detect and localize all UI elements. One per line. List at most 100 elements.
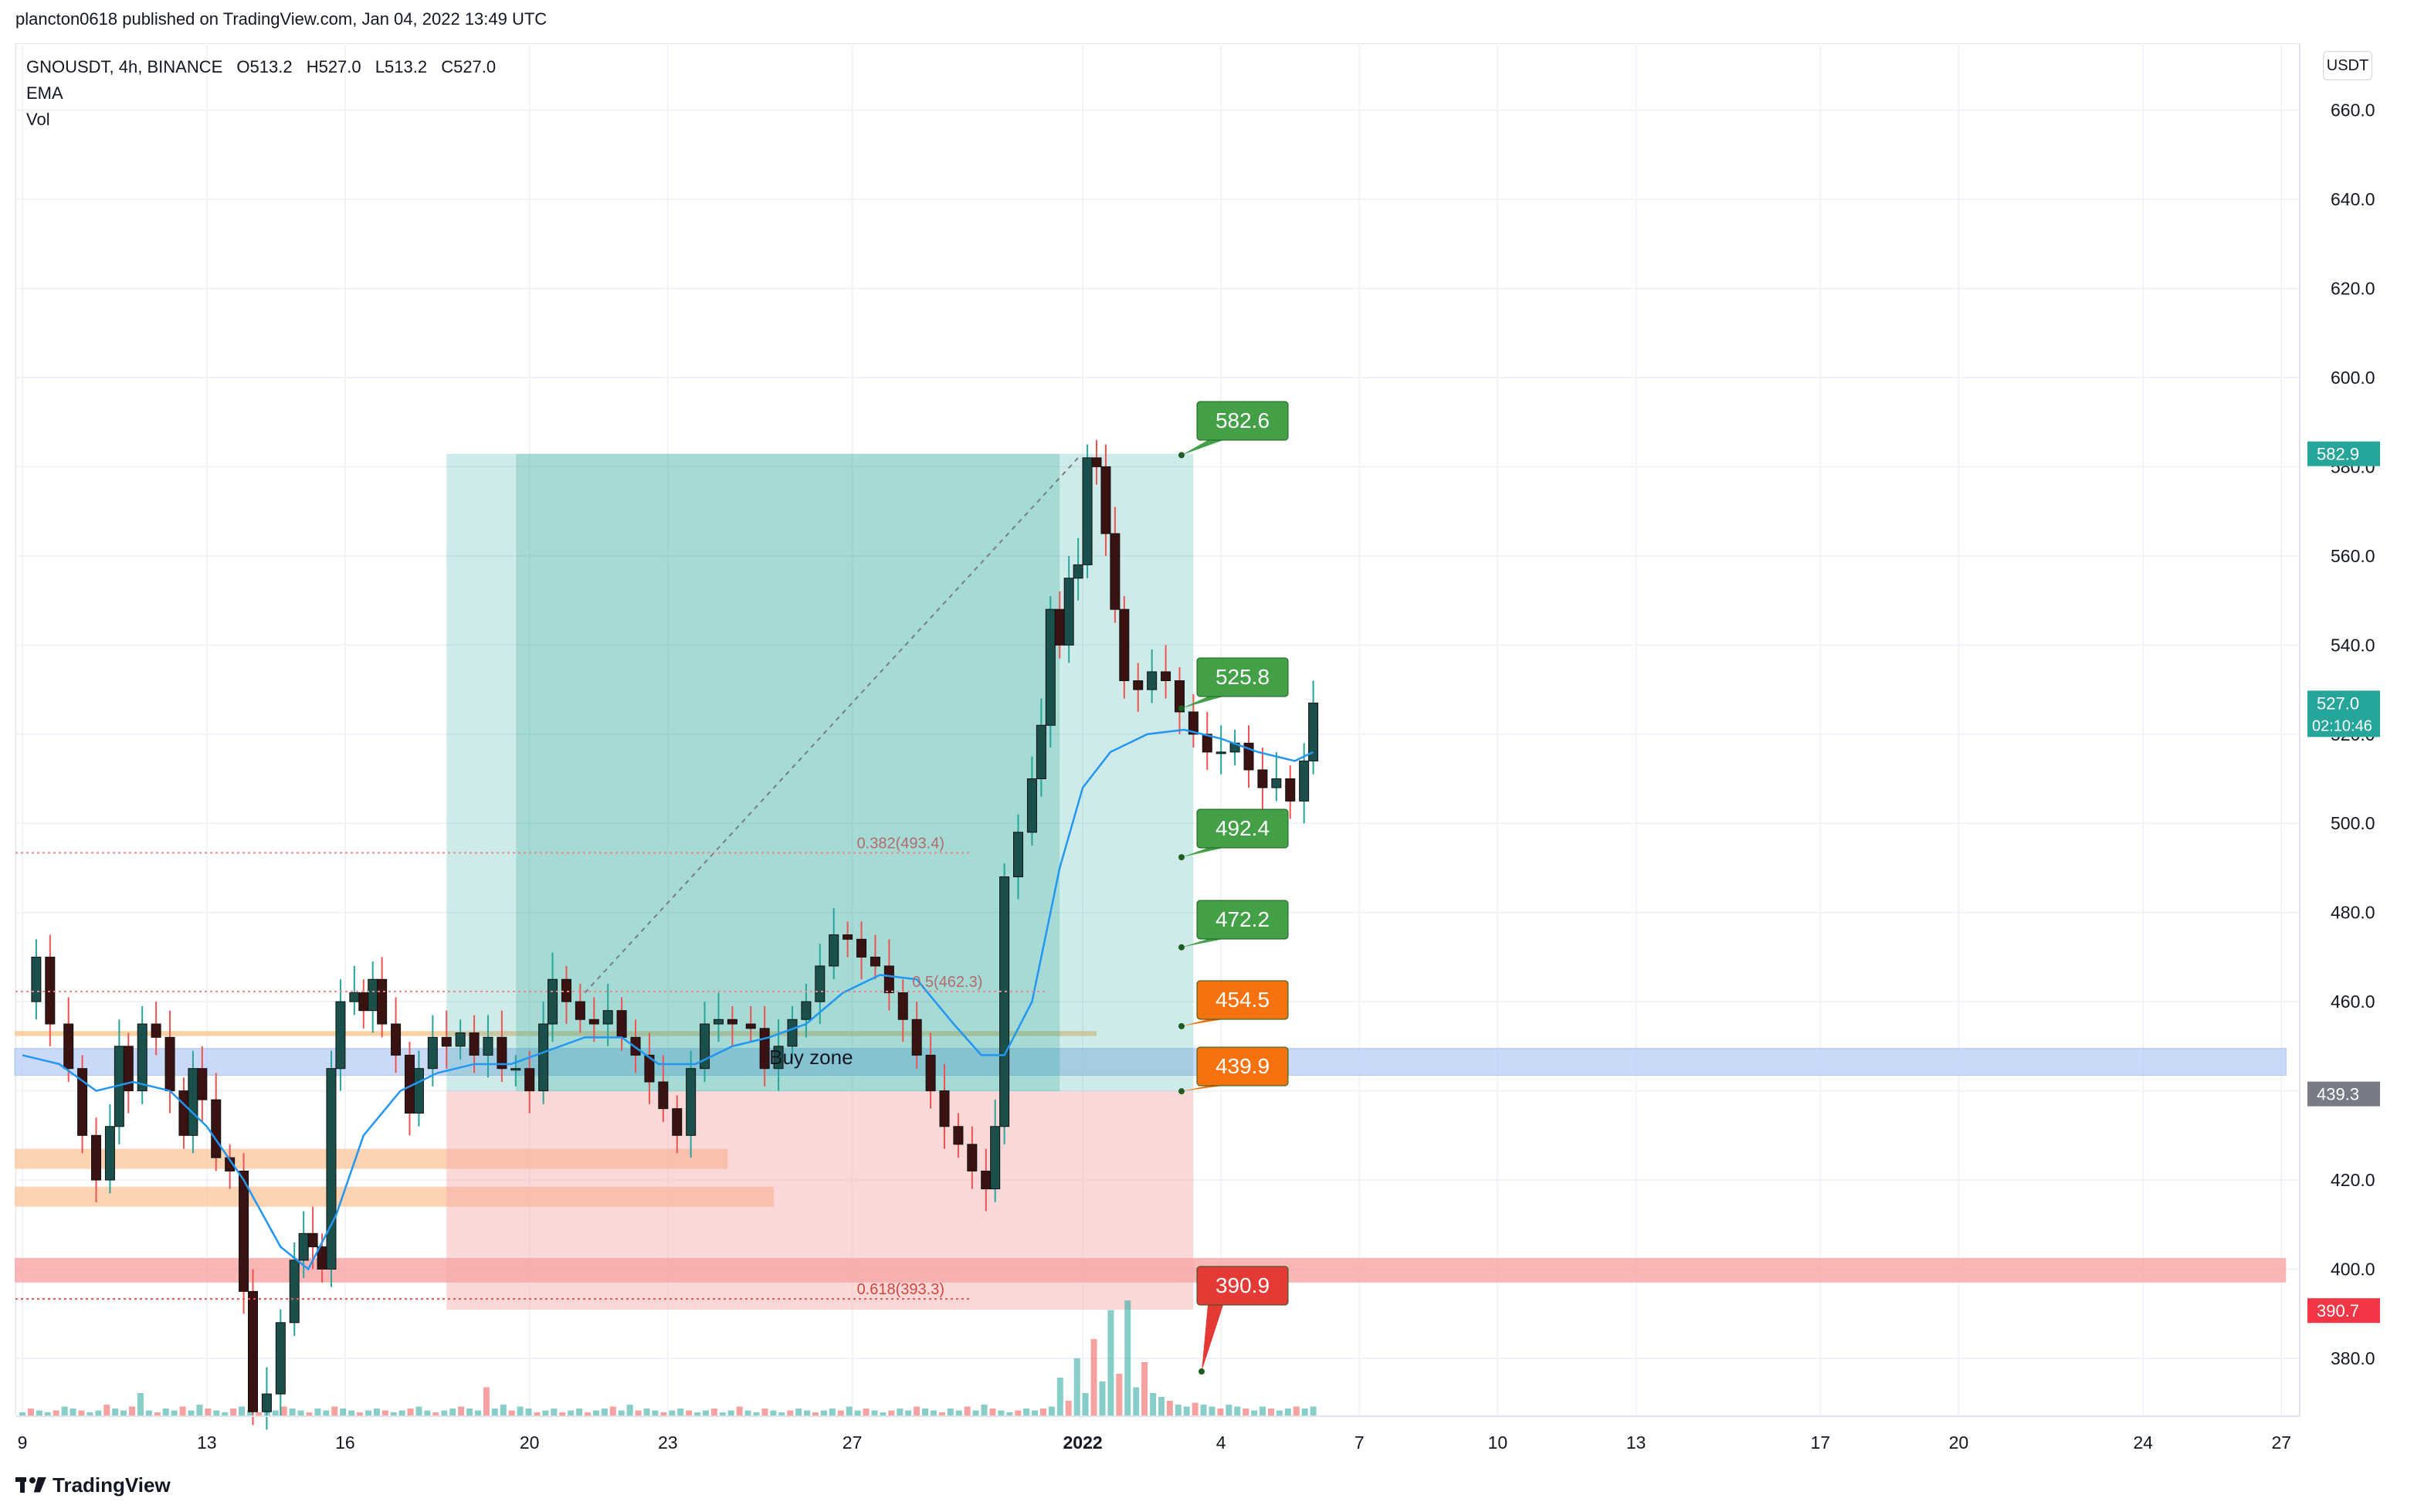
volume-bar	[702, 1410, 709, 1416]
volume-bar	[1039, 1409, 1046, 1416]
volume-bar	[727, 1410, 734, 1416]
volume-bar	[483, 1387, 490, 1416]
candle-up	[31, 956, 42, 1002]
price-tick-label: 560.0	[2331, 546, 2375, 566]
candle-down	[1119, 609, 1130, 681]
candle-down	[1161, 671, 1171, 681]
tradingview-logo-icon	[15, 1476, 46, 1494]
candle-down	[524, 1068, 535, 1092]
volume-bar	[323, 1410, 330, 1416]
price-tag-value: 582.9	[2317, 445, 2359, 464]
price-callouts[interactable]: 582.6 525.8 492.4 472.2 454.5 439.9 390.9	[1178, 401, 1289, 1375]
candle-up	[368, 978, 378, 1012]
volume-bar	[820, 1410, 827, 1416]
position-stop-box	[446, 1091, 1194, 1310]
callout-pointer	[1182, 697, 1223, 709]
callout-anchor	[1178, 452, 1185, 459]
volume-bar	[1267, 1409, 1274, 1416]
candle-up	[455, 1032, 466, 1047]
candle-down	[1188, 711, 1199, 735]
candle-down	[151, 1023, 161, 1038]
volume-bar	[1082, 1393, 1089, 1416]
price-tag-value: 527.0	[2317, 693, 2359, 713]
candle-down	[745, 1023, 756, 1029]
candle-up	[427, 1036, 438, 1070]
legend-symbol[interactable]: GNOUSDT, 4h, BINANCE	[26, 57, 223, 76]
candle-up	[326, 1068, 337, 1270]
volume-bar	[1124, 1300, 1131, 1416]
chart-frame[interactable]	[15, 43, 2300, 1417]
callout-value: 439.9	[1215, 1054, 1270, 1078]
candle-down	[307, 1232, 318, 1248]
candle-up	[829, 934, 839, 967]
volume-bar	[694, 1412, 701, 1416]
volume-bar	[508, 1410, 515, 1416]
volume-bar	[280, 1406, 287, 1416]
time-axis[interactable]: 9 13 16 20 23 27 2022 4 7 10 13 17 20 24 27	[15, 1415, 2300, 1453]
volume-bar	[36, 1410, 42, 1416]
candle-down	[164, 1036, 175, 1092]
volume-bar	[938, 1412, 945, 1416]
volume-bar	[306, 1412, 313, 1416]
volume-bar	[466, 1409, 473, 1416]
candle-down	[1054, 609, 1065, 646]
candle-down	[911, 1019, 922, 1056]
volume-bar	[897, 1409, 904, 1416]
legend-ema[interactable]: EMA	[26, 83, 63, 103]
volume-bar	[643, 1409, 650, 1416]
volume-bar	[1260, 1406, 1266, 1416]
volume-bar	[914, 1406, 921, 1416]
price-tick-label: 620.0	[2331, 279, 2375, 299]
legend-vol[interactable]: Vol	[26, 110, 50, 129]
time-tick-label: 9	[18, 1432, 28, 1453]
volume-bar	[500, 1405, 507, 1416]
currency-unit-button[interactable]: USDT	[2323, 51, 2372, 80]
volume-bar	[357, 1412, 364, 1416]
volume-bar	[398, 1410, 405, 1416]
candle-down	[1110, 533, 1121, 610]
volume-bar	[213, 1410, 220, 1416]
candle-up	[773, 1046, 784, 1070]
tradingview-logo[interactable]: TradingView	[15, 1473, 171, 1497]
price-tick-label: 380.0	[2331, 1348, 2375, 1368]
price-tick-label: 480.0	[2331, 903, 2375, 923]
volume-bar	[812, 1412, 819, 1416]
volume-bar	[1116, 1374, 1123, 1416]
volume-bar	[1099, 1381, 1106, 1416]
volume-bar	[162, 1409, 169, 1416]
candle-down	[377, 978, 388, 1025]
volume-bar	[871, 1410, 878, 1416]
volume-bar	[364, 1410, 371, 1416]
candle-down	[1091, 457, 1102, 467]
time-tick-label: 10	[1488, 1432, 1508, 1453]
price-axis[interactable]: 380.0400.0420.0440.0460.0480.0500.0520.0…	[2299, 43, 2380, 1416]
callout-box	[1196, 1046, 1289, 1087]
volume-bar	[145, 1410, 152, 1416]
volume-bar	[837, 1410, 844, 1416]
volume-bar	[415, 1406, 422, 1416]
candle-down	[1202, 734, 1212, 753]
callout-anchor	[1178, 1022, 1185, 1029]
tradingview-logo-text: TradingView	[53, 1473, 171, 1497]
volume-bar	[1175, 1405, 1182, 1416]
candle-down	[1174, 680, 1185, 713]
candle-up	[787, 1019, 798, 1047]
callout-anchor	[1178, 854, 1185, 861]
volume-bar	[381, 1410, 388, 1416]
candle-down	[883, 965, 894, 994]
volume-bar	[787, 1410, 794, 1416]
candle-down	[616, 1010, 627, 1038]
zones	[14, 453, 2287, 1310]
volume-bar	[517, 1406, 524, 1416]
time-tick-label: 23	[658, 1432, 678, 1453]
candle-up	[413, 1068, 424, 1114]
price-tag	[2307, 1081, 2380, 1107]
volume-bar	[120, 1410, 127, 1416]
callout-anchor	[1178, 1088, 1185, 1095]
candle-down	[843, 934, 853, 940]
volume-bar	[829, 1409, 836, 1416]
candle-up	[1147, 671, 1158, 690]
candle-down	[239, 1171, 249, 1292]
time-tick-label: 16	[335, 1432, 355, 1453]
